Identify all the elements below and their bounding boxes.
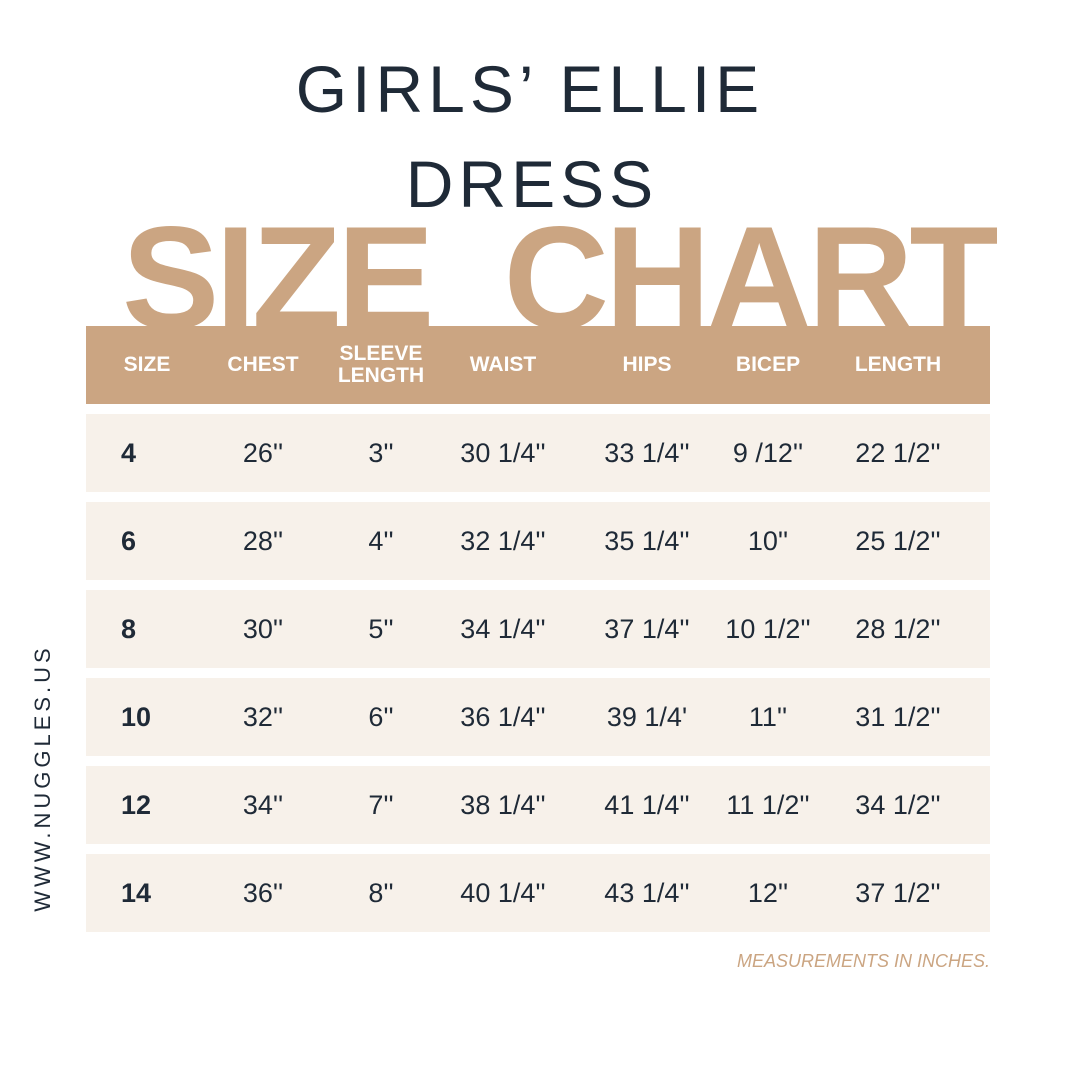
table-cell: 32 1/4'' <box>460 525 546 556</box>
table-cell: 34'' <box>242 789 284 820</box>
table-cell: 28'' <box>242 525 284 556</box>
table-cell: 36 1/4'' <box>460 701 546 732</box>
table-cell: 11 1/2'' <box>726 789 810 820</box>
table-cell: 30 1/4'' <box>460 437 546 468</box>
table-row: 12 34'' 7'' 38 1/4'' 41 1/4'' 11 1/2'' 34 1/2'… <box>86 766 990 844</box>
table-cell: 41 1/4'' <box>604 789 690 820</box>
table-cell: 10 1/2'' <box>725 613 811 644</box>
table-cell: 32'' <box>242 701 284 732</box>
column-header: HIPS <box>622 352 672 376</box>
size-cell: 12 <box>121 789 152 820</box>
table-cell: 7'' <box>368 789 394 820</box>
table-cell: 30'' <box>242 613 284 644</box>
table-cell: 11'' <box>748 701 788 732</box>
table-cell: 26'' <box>242 437 284 468</box>
table-header: SIZE CHEST SLEEVE LENGTH WAIST HIPS BICEP LENG… <box>86 326 990 404</box>
column-header: CHEST <box>227 352 299 376</box>
table-cell: 4'' <box>368 525 394 556</box>
table-cell: 31 1/2'' <box>855 701 941 732</box>
table-cell: 34 1/2'' <box>855 789 941 820</box>
table-cell: 28 1/2'' <box>855 613 941 644</box>
table-cell: 8'' <box>368 877 394 908</box>
table-row: 4 26'' 3'' 30 1/4'' 33 1/4'' 9 /12'' 22 1/2'' <box>86 414 990 492</box>
column-header: BICEP <box>735 352 801 376</box>
table-row: 8 30'' 5'' 34 1/4'' 37 1/4'' 10 1/2'' 28 1/2'' <box>86 590 990 668</box>
table-cell: 5'' <box>368 613 394 644</box>
table-cell: 34 1/4'' <box>460 613 546 644</box>
table-cell: 35 1/4'' <box>604 525 690 556</box>
size-cell: 4 <box>121 437 137 468</box>
table-cell: 36'' <box>242 877 284 908</box>
size-cell: 14 <box>121 877 152 908</box>
table-cell: 39 1/4' <box>606 701 688 732</box>
column-header: SLEEVE LENGTH <box>337 341 425 387</box>
title-line-2: DRESS <box>405 147 659 221</box>
size-cell: 10 <box>121 701 152 732</box>
table-cell: 12'' <box>747 877 789 908</box>
table-row: 6 28'' 4'' 32 1/4'' 35 1/4'' 10'' 25 1/2'' <box>86 502 990 580</box>
measurement-note: MEASUREMENTS IN INCHES. <box>736 951 990 971</box>
table-cell: 9 /12'' <box>732 437 804 468</box>
size-cell: 8 <box>121 613 137 644</box>
table-cell: 22 1/2'' <box>855 437 941 468</box>
column-header: SIZE <box>123 352 171 376</box>
column-header: LENGTH <box>854 352 942 376</box>
website-label: WWW.NUGGLES.US <box>30 644 55 912</box>
table-cell: 37 1/2'' <box>855 877 941 908</box>
title-line-1: GIRLS’ ELLIE <box>295 52 765 126</box>
table-cell: 6'' <box>368 701 394 732</box>
table-cell: 10'' <box>747 525 789 556</box>
table-cell: 3'' <box>368 437 394 468</box>
table-cell: 38 1/4'' <box>460 789 546 820</box>
table-cell: 25 1/2'' <box>855 525 941 556</box>
table-row: 10 32'' 6'' 36 1/4'' 39 1/4' 11'' 31 1/2'' <box>86 678 990 756</box>
table-cell: 40 1/4'' <box>460 877 546 908</box>
table-cell: 37 1/4'' <box>604 613 690 644</box>
table-cell: 43 1/4'' <box>604 877 690 908</box>
size-cell: 6 <box>121 525 137 556</box>
table-cell: 33 1/4'' <box>604 437 690 468</box>
table-row: 14 36'' 8'' 40 1/4'' 43 1/4'' 12'' 37 1/2'' <box>86 854 990 932</box>
column-header: WAIST <box>469 352 537 376</box>
